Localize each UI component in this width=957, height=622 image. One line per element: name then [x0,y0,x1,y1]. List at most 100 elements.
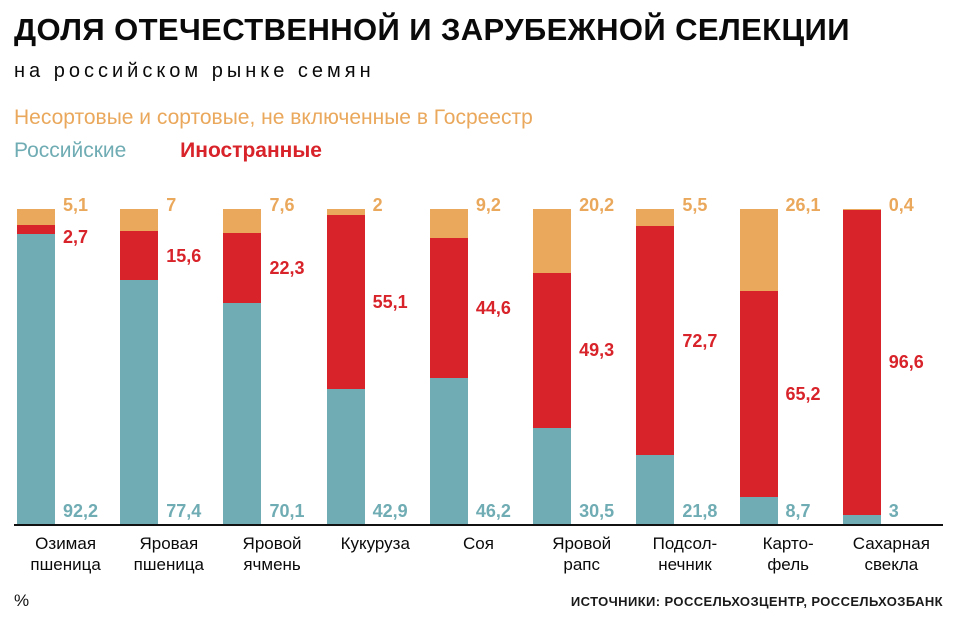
stacked-bar [429,209,468,524]
segment-russian [429,378,468,524]
value-label-foreign: 72,7 [682,330,718,351]
page-title: ДОЛЯ ОТЕЧЕСТВЕННОЙ И ЗАРУБЕЖНОЙ СЕЛЕКЦИИ [14,12,850,47]
segment-unsorted [842,209,881,211]
value-label-foreign: 96,6 [888,352,924,373]
segment-unsorted [17,209,55,226]
category-label-line: свекла [864,555,919,574]
page-subtitle: на российском рынке семян [14,60,375,82]
value-label-foreign: 55,1 [372,292,408,313]
value-label-unsorted: 7 [166,195,177,215]
segment-russian [223,303,262,524]
segment-russian [739,496,778,524]
segment-foreign [17,225,55,234]
category-label: Яровой рапс [530,533,633,575]
category-label-line: Кукуруза [340,534,410,553]
value-label-foreign: 49,3 [579,340,615,361]
value-label-russian: 8,7 [785,501,811,521]
category-label-line: Яровой [552,534,612,553]
segment-foreign [533,272,572,428]
stacked-bar [739,209,778,524]
stacked-bar [842,209,881,524]
segment-unsorted [533,209,572,273]
legend-item-russian: Российские [14,139,127,162]
unit-label: % [14,591,30,610]
stacked-bar [17,209,55,524]
value-label-russian: 46,2 [475,501,511,521]
segment-unsorted [120,209,159,232]
segment-unsorted [429,209,468,238]
category-axis: Озимая пшеница Яровая пшеница Яровой ячмень Ку… [14,533,943,575]
category-label-line: пшеница [133,555,205,574]
bar-column: 26,1 65,2 8,7 [737,195,840,524]
segment-foreign [842,210,881,515]
value-label-unsorted: 2 [372,195,383,215]
value-label-unsorted: 26,1 [785,195,821,215]
value-label-foreign: 65,2 [785,383,821,404]
legend-item-foreign: Иностранные [180,139,322,162]
segment-foreign [223,232,262,304]
chart-baseline [14,524,943,526]
category-label: Карто-фель [737,533,840,575]
value-label-russian: 77,4 [166,501,202,521]
category-label: Кукуруза [324,533,427,575]
segment-unsorted [326,209,365,216]
category-label: Сахарная свекла [840,533,943,575]
segment-russian [326,388,365,524]
bar-column: 9,2 44,6 46,2 [427,195,530,524]
segment-russian [533,427,572,524]
stacked-bar [326,209,365,524]
value-label-russian: 70,1 [269,501,305,521]
category-label-line: Озимая [35,534,97,553]
category-label-line: нечник [658,555,712,574]
segment-foreign [120,231,159,281]
category-label: Подсол-нечник [633,533,736,575]
value-label-foreign: 22,3 [269,258,305,279]
value-label-unsorted: 5,5 [682,195,708,215]
bar-column: 20,2 49,3 30,5 [530,195,633,524]
segment-russian [17,233,55,524]
value-label-russian: 21,8 [682,501,718,521]
category-label: Яровая пшеница [117,533,220,575]
value-label-foreign: 2,7 [63,227,89,247]
bar-column: 5,5 72,7 21,8 [633,195,736,524]
category-label: Яровой ячмень [220,533,323,575]
legend-item-unsorted: Несортовые и сортовые, не включенные в Г… [14,106,533,129]
segment-unsorted [223,209,262,233]
stacked-bar [533,209,572,524]
value-label-foreign: 44,6 [475,298,511,319]
segment-foreign [429,237,468,379]
category-label-line: пшеница [30,555,101,574]
stacked-bar [636,209,675,524]
legend: Несортовые и сортовые, не включенные в Г… [14,105,943,163]
stacked-bar-chart: 5,1 2,7 92,2 7 15,6 77,4 7,6 22,3 70,1 2 55,1 42,9 9… [14,195,943,524]
category-label-line: Яровой [242,534,302,553]
value-label-unsorted: 20,2 [579,195,615,215]
segment-foreign [326,215,365,389]
category-label-line: фель [767,555,809,574]
value-label-foreign: 15,6 [166,245,202,266]
value-label-unsorted: 9,2 [475,195,501,215]
sources-label: ИСТОЧНИКИ: РОССЕЛЬХОЗЦЕНТР, РОССЕЛЬХОЗБА… [570,594,943,609]
segment-foreign [739,291,778,497]
bar-column: 5,1 2,7 92,2 [14,195,117,524]
value-label-unsorted: 7,6 [269,195,295,215]
category-label-line: Карто- [762,534,814,553]
category-label-line: Яровая [139,534,199,553]
value-label-russian: 42,9 [372,501,408,521]
bar-column: 2 55,1 42,9 [324,195,427,524]
segment-foreign [636,226,675,456]
segment-russian [120,280,159,524]
value-label-russian: 3 [888,501,899,521]
value-label-unsorted: 0,4 [888,195,914,215]
value-label-russian: 92,2 [63,501,99,521]
category-label-line: ячмень [243,555,301,574]
page-footer: % ИСТОЧНИКИ: РОССЕЛЬХОЗЦЕНТР, РОССЕЛЬХОЗ… [14,591,943,611]
bar-column: 0,4 96,6 3 [840,195,943,524]
category-label-line: Соя [463,534,494,553]
bar-column: 7 15,6 77,4 [117,195,220,524]
legend-row: Российские Иностранные [14,138,943,163]
category-label-line: рапс [563,555,601,574]
segment-russian [842,514,881,524]
value-label-unsorted: 5,1 [63,195,89,215]
